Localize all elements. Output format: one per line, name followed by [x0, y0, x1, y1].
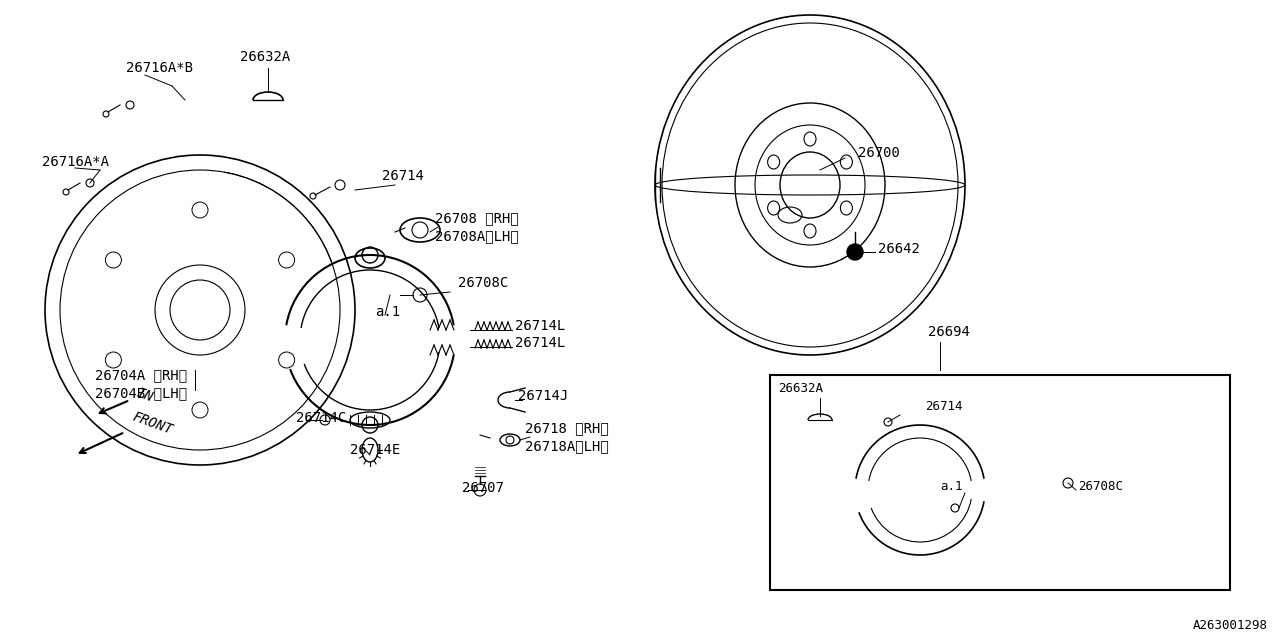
Text: IN: IN	[134, 386, 156, 405]
Text: 26714: 26714	[381, 169, 424, 183]
Text: 26714: 26714	[925, 401, 963, 413]
Text: 26707: 26707	[462, 481, 504, 495]
Text: 26700: 26700	[858, 146, 900, 160]
Text: a.1: a.1	[940, 481, 963, 493]
Text: 26708C: 26708C	[1078, 481, 1123, 493]
Text: 26694: 26694	[928, 325, 970, 339]
Text: 26708 〈RH〉: 26708 〈RH〉	[435, 211, 518, 225]
Text: 26714L: 26714L	[515, 336, 566, 350]
Text: FRONT: FRONT	[131, 410, 174, 437]
Text: 26708C: 26708C	[458, 276, 508, 290]
Text: 26714J: 26714J	[518, 389, 568, 403]
Text: a.1: a.1	[375, 305, 401, 319]
Text: 26632A: 26632A	[241, 50, 291, 64]
Text: 26718A〈LH〉: 26718A〈LH〉	[525, 439, 609, 453]
Text: 26718 〈RH〉: 26718 〈RH〉	[525, 421, 609, 435]
Text: 26704A 〈RH〉: 26704A 〈RH〉	[95, 368, 187, 382]
Text: 26632A: 26632A	[778, 381, 823, 394]
Text: 26716A*B: 26716A*B	[125, 61, 193, 75]
Circle shape	[847, 244, 863, 260]
Text: A263001298: A263001298	[1193, 619, 1268, 632]
Text: 26708A〈LH〉: 26708A〈LH〉	[435, 229, 518, 243]
Text: 26716A*A: 26716A*A	[42, 155, 109, 169]
Text: 26642: 26642	[878, 242, 920, 256]
Text: 26714C: 26714C	[296, 411, 347, 425]
Bar	[771, 375, 1230, 590]
Text: 26714E: 26714E	[349, 443, 401, 457]
Text: 26714L: 26714L	[515, 319, 566, 333]
Text: 26704B 〈LH〉: 26704B 〈LH〉	[95, 386, 187, 400]
